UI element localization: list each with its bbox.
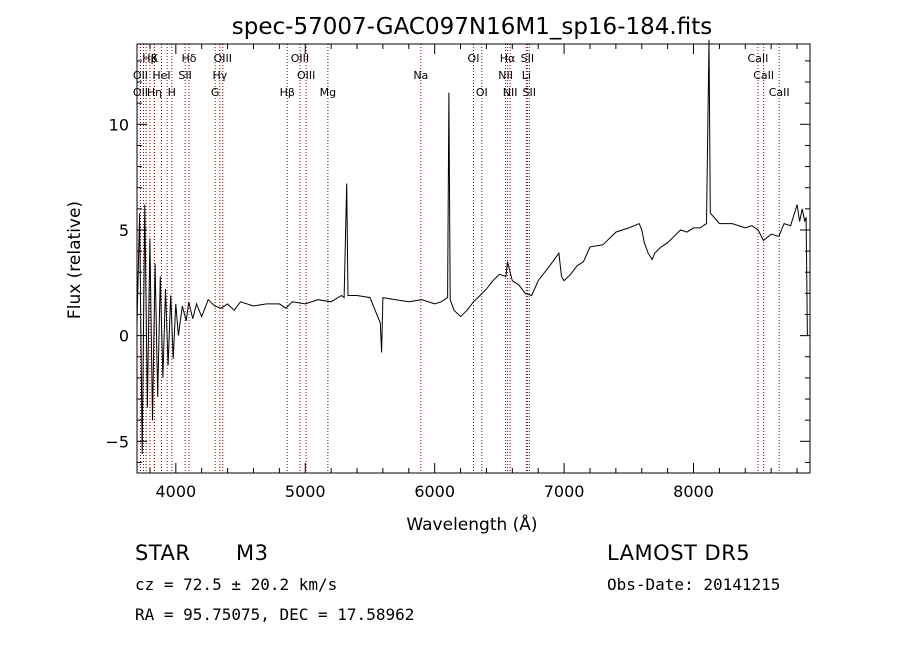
spectral-line-label: HeI <box>152 69 170 82</box>
spectral-line-label: Li <box>522 69 531 82</box>
spectral-line-label: Hβ <box>280 86 295 99</box>
spectral-line-label: SII <box>178 69 191 82</box>
redshift-velocity: cz = 72.5 ± 20.2 km/s <box>135 575 338 594</box>
x-tick-label: 8000 <box>673 482 714 501</box>
x-tick-label: 5000 <box>285 482 326 501</box>
survey-name: LAMOST DR5 <box>607 541 751 565</box>
spectral-line-label: OIII <box>214 52 232 65</box>
spectral-line-label: CaII <box>769 86 790 99</box>
y-axis-ticks: −5 0 5 10 <box>105 60 810 463</box>
spectral-line-markers <box>139 44 780 473</box>
object-subclass: M3 <box>236 541 269 565</box>
spectral-line-label: Na <box>413 69 428 82</box>
object-class: STAR <box>135 541 191 565</box>
y-tick-label: 10 <box>109 115 129 134</box>
spectral-line-label: Hα <box>500 52 516 65</box>
spectral-line-label: OI <box>468 52 480 65</box>
spectral-line-label: Hγ <box>212 69 227 82</box>
spectral-line-label: Mg <box>320 86 336 99</box>
x-tick-label: 6000 <box>414 482 455 501</box>
spectral-line-label: SII <box>521 52 534 65</box>
spectral-line-label: NII <box>498 69 513 82</box>
spectral-line-label: G <box>211 86 220 99</box>
spectral-line-label: CaII <box>753 69 774 82</box>
observation-date: Obs-Date: 20141215 <box>607 575 781 594</box>
spectral-line-label: NII <box>503 86 518 99</box>
spectral-line-label: OII <box>133 69 148 82</box>
y-tick-label: −5 <box>105 432 129 451</box>
y-tick-label: 0 <box>119 327 129 346</box>
y-tick-label: 5 <box>119 221 129 240</box>
x-tick-label: 7000 <box>544 482 585 501</box>
spectral-line-label: K <box>151 52 159 65</box>
spectral-line-label: SII <box>523 86 536 99</box>
spectrum-line <box>136 39 808 455</box>
spectral-line-label: Hη <box>147 86 162 99</box>
x-axis-label: Wavelength (Å) <box>406 513 537 535</box>
spectral-line-label: Hβ <box>142 52 157 65</box>
spectral-line-label: CaII <box>748 52 769 65</box>
x-tick-label: 4000 <box>155 482 196 501</box>
plot-frame <box>136 43 811 474</box>
spectral-line-label: OIII <box>291 52 309 65</box>
coordinates: RA = 95.75075, DEC = 17.58962 <box>135 605 415 624</box>
chart-title: spec-57007-GAC097N16M1_sp16-184.fits <box>232 14 712 40</box>
spectral-line-label: OII <box>133 86 148 99</box>
y-axis-label: Flux (relative) <box>65 201 85 319</box>
spectral-line-label: Hδ <box>182 52 197 65</box>
x-axis-ticks: 4000 5000 6000 7000 8000 <box>149 44 798 501</box>
spectral-line-label: OIII <box>297 69 315 82</box>
spectral-line-label: H <box>168 86 176 99</box>
spectral-line-label: OI <box>476 86 488 99</box>
